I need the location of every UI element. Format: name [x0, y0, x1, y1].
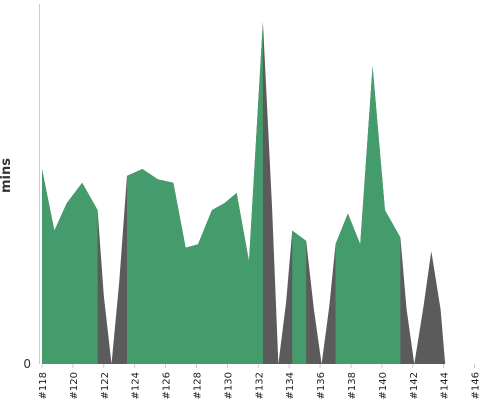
x-tick-label: #136: [316, 372, 327, 399]
success-area: [42, 169, 98, 364]
y-axis-label: mins: [0, 158, 14, 193]
x-ticks: #118 #120 #122 #124 #126 #128 #130 #132 #134 #136…: [38, 364, 482, 399]
x-tick-label: #146: [471, 372, 482, 399]
x-tick-label: #120: [69, 372, 80, 399]
x-tick-label: #124: [131, 372, 142, 399]
x-tick-label: #130: [223, 372, 234, 399]
success-area: [292, 230, 307, 364]
x-tick-label: #118: [38, 372, 49, 399]
success-area: [126, 22, 263, 364]
y-ticks: 0: [23, 357, 31, 371]
x-tick-label: #144: [440, 372, 451, 399]
y-tick-label: 0: [23, 357, 31, 371]
x-tick-label: #126: [162, 372, 173, 399]
x-tick-label: #142: [409, 372, 420, 399]
success-area: [335, 66, 401, 365]
x-tick-label: #132: [254, 372, 265, 399]
x-tick-label: #140: [378, 372, 389, 399]
x-tick-label: #122: [100, 372, 111, 399]
x-tick-label: #138: [347, 372, 358, 399]
success-areas: [42, 22, 401, 365]
x-tick-label: #128: [192, 372, 203, 399]
x-tick-label: #134: [285, 372, 296, 399]
